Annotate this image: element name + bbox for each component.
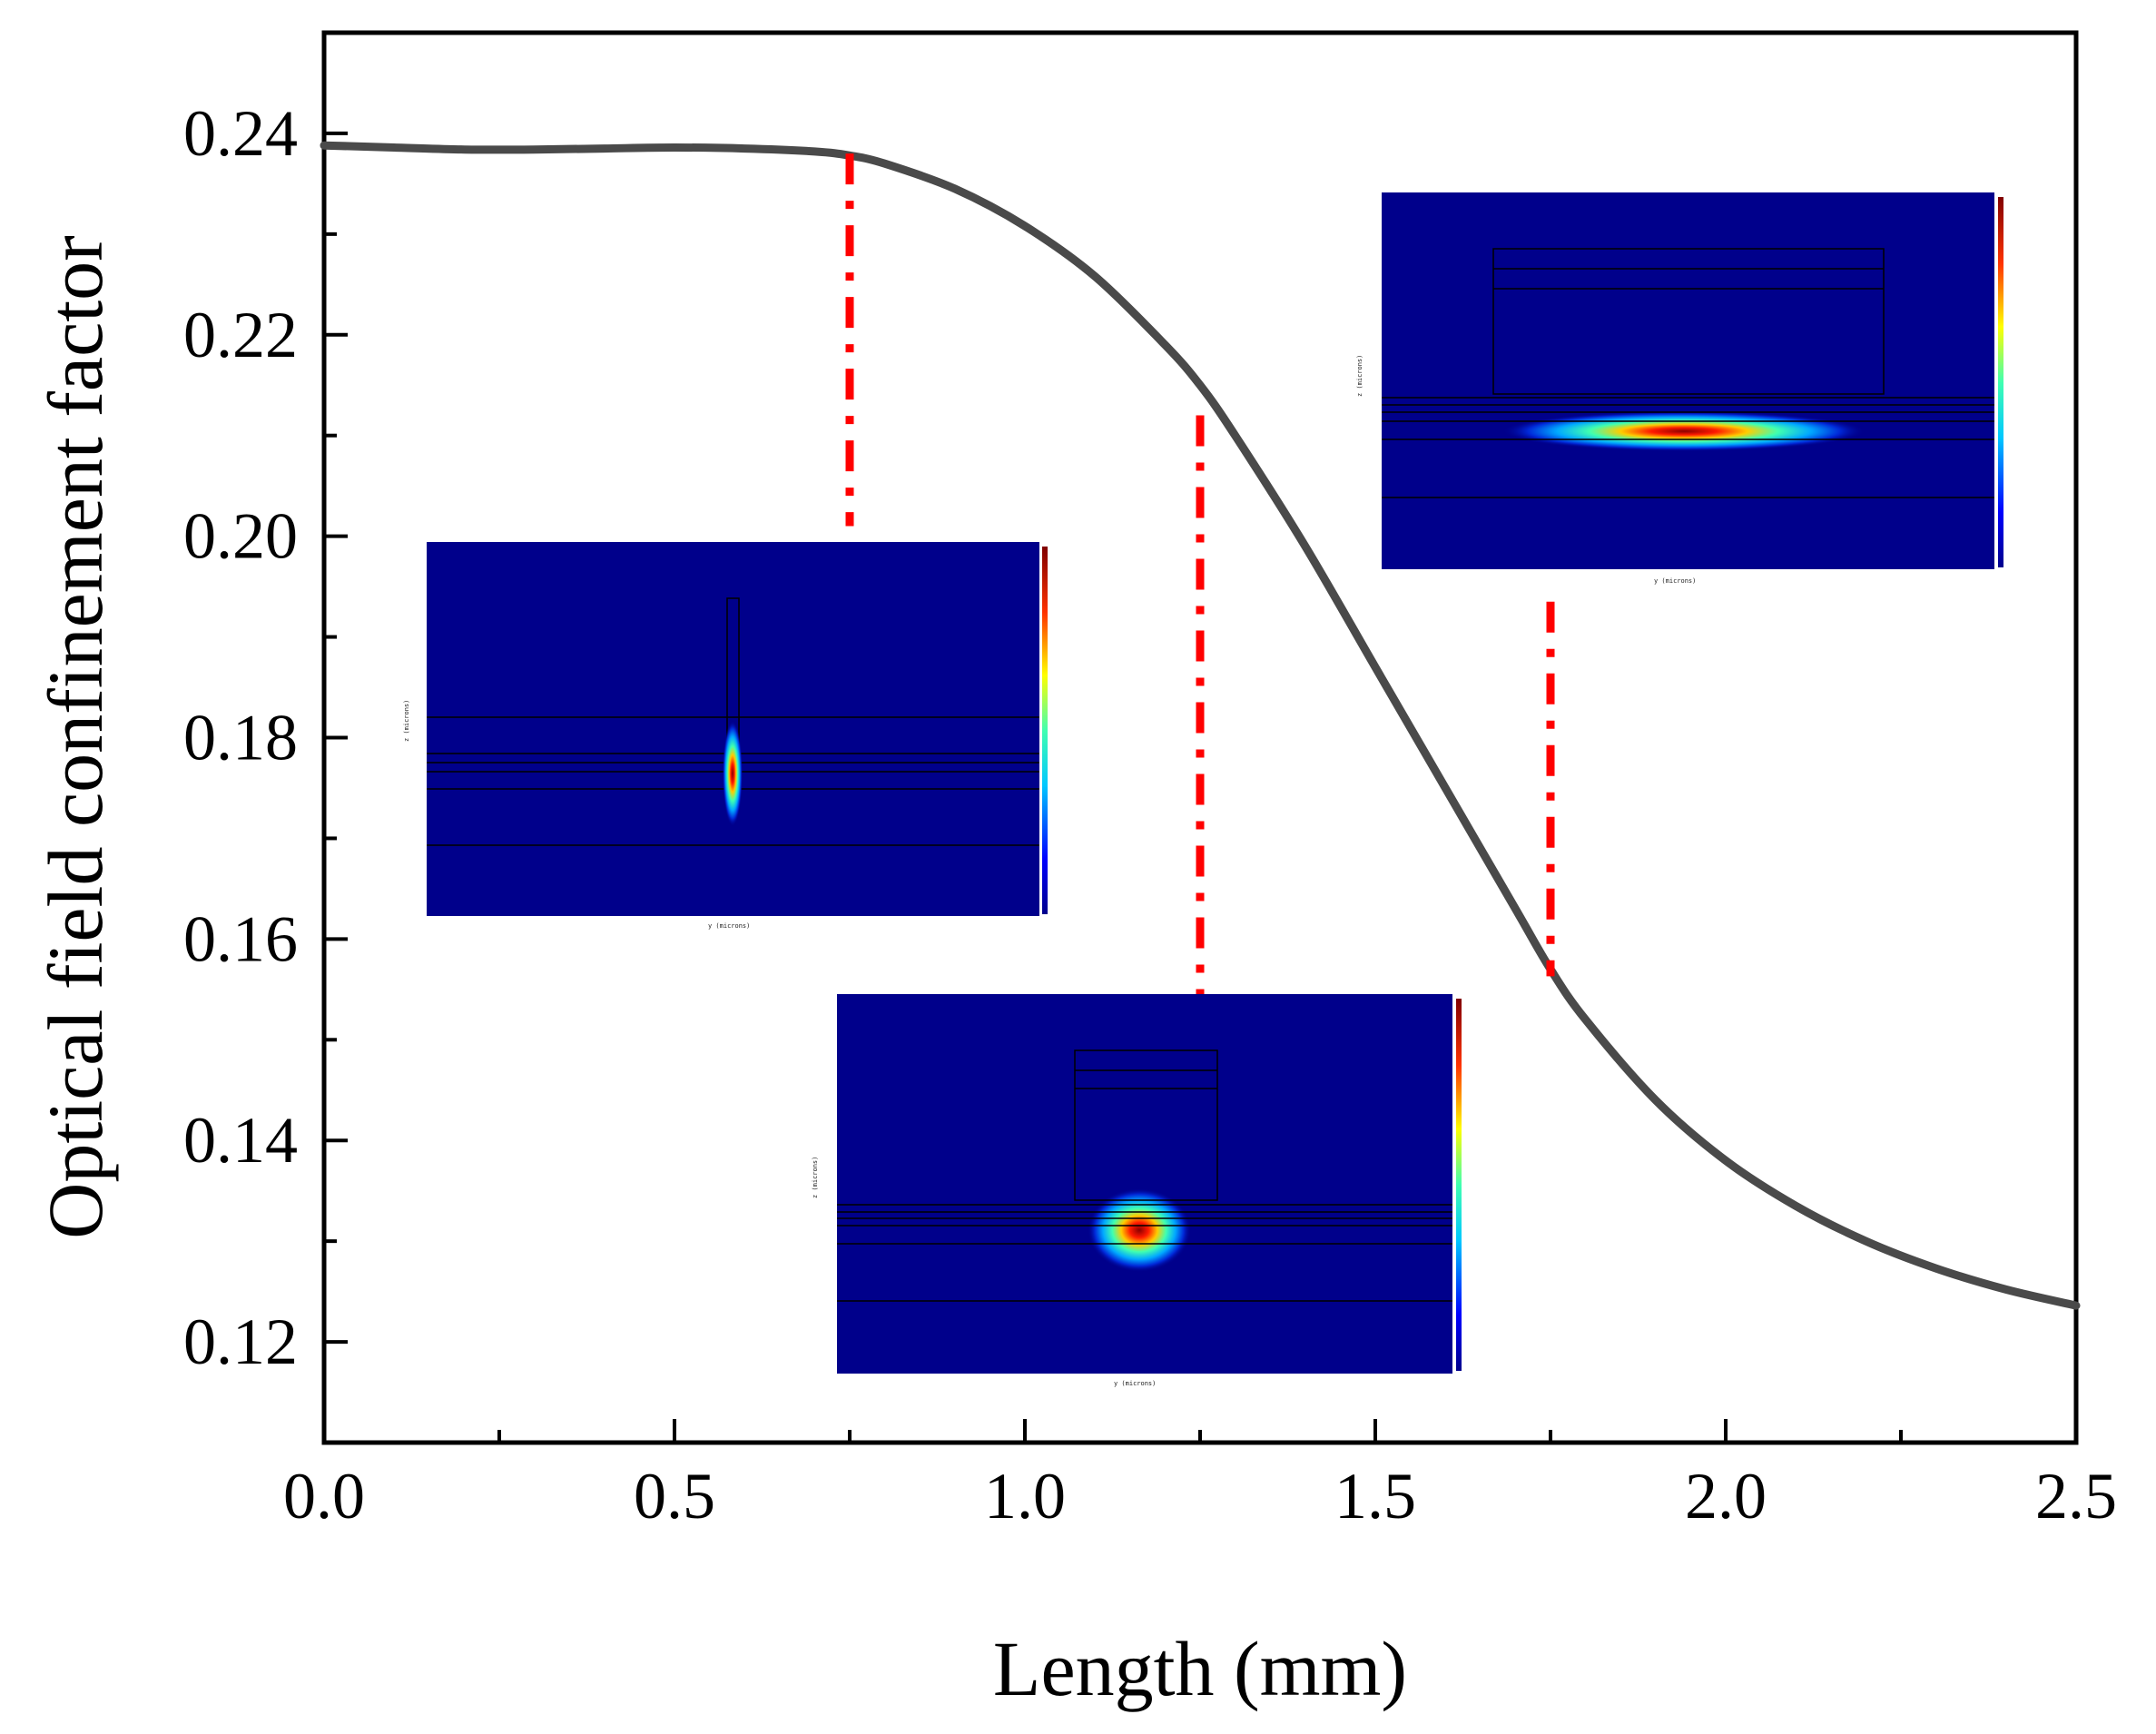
inset-colorbar <box>1998 197 2003 567</box>
y-tick-label: 0.16 <box>183 902 298 975</box>
x-tick-label: 2.5 <box>2035 1460 2117 1532</box>
x-axis-title: Length (mm) <box>993 1625 1407 1712</box>
inset-medium-ridge: y (microns) z (microns) <box>812 994 1462 1387</box>
inset-axis-label-z: z (microns) <box>812 1157 819 1198</box>
axis-ticks <box>322 131 2078 1443</box>
data-line <box>320 141 2081 1310</box>
inset-axis-label-z: z (microns) <box>1356 355 1363 397</box>
y-tick-label: 0.20 <box>183 500 298 573</box>
inset-axis-label-y: y (microns) <box>708 922 750 930</box>
x-tick-label: 1.5 <box>1334 1460 1416 1532</box>
inset-axis-label-y: y (microns) <box>1114 1380 1156 1387</box>
y-tick-label: 0.24 <box>183 97 298 170</box>
inset-field <box>1382 192 1994 569</box>
inset-field <box>837 994 1452 1374</box>
inset-axis-label-z: z (microns) <box>403 700 410 742</box>
x-tick-label: 0.5 <box>634 1460 715 1532</box>
x-tick-label: 1.0 <box>984 1460 1066 1532</box>
x-tick-label: 2.0 <box>1685 1460 1767 1532</box>
mode-profile <box>1502 411 1866 451</box>
inset-colorbar <box>1456 999 1462 1371</box>
inset-wide-ridge: y (microns) z (microns) <box>1356 192 2003 585</box>
inset-narrow-ridge: y (microns) z (microns) <box>403 542 1048 930</box>
tick-labels: 0.0 0.5 1.0 1.5 2.0 2.5 0.12 0.14 0.16 0.18 0.20 0.… <box>183 97 2117 1532</box>
mode-profile <box>1088 1188 1191 1272</box>
dashdot-markers <box>845 153 1555 995</box>
inset-colorbar <box>1042 547 1048 914</box>
y-tick-label: 0.22 <box>183 299 298 371</box>
inset-axis-label-y: y (microns) <box>1654 577 1696 585</box>
y-axis-title: Optical field confinement factor <box>32 235 119 1239</box>
y-tick-label: 0.14 <box>183 1104 298 1177</box>
y-tick-label: 0.18 <box>183 702 298 774</box>
mode-profile <box>723 721 743 826</box>
x-tick-label: 0.0 <box>283 1460 365 1532</box>
y-tick-label: 0.12 <box>183 1305 298 1378</box>
